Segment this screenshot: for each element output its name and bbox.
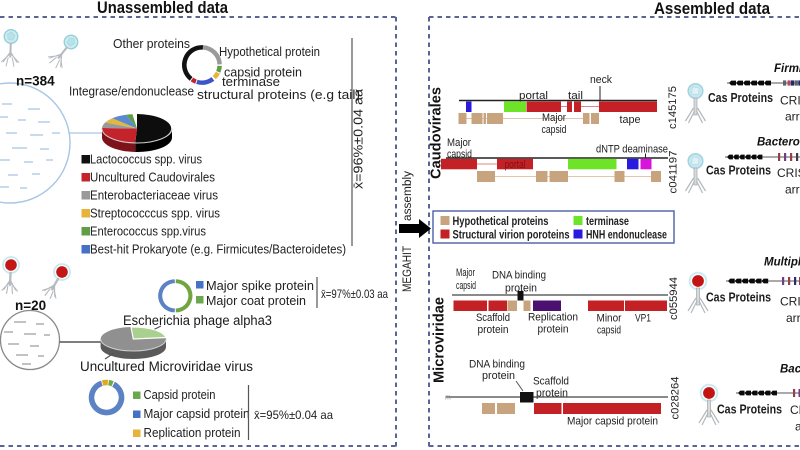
svg-text:Bacteroides: Bacteroides (757, 137, 800, 149)
svg-text:terminase: terminase (222, 75, 280, 89)
svg-text:dNTP deaminase: dNTP deaminase (596, 144, 668, 156)
svg-text:array: array (786, 311, 800, 325)
svg-text:capsid: capsid (542, 124, 567, 136)
svg-text:Major coat protein: Major coat protein (206, 294, 306, 308)
svg-text:Hypothetical protein: Hypothetical protein (219, 45, 320, 59)
svg-text:array: array (795, 420, 800, 434)
svg-text:c028264: c028264 (670, 377, 682, 420)
svg-text:Other proteins: Other proteins (113, 37, 190, 51)
svg-text:protein: protein (478, 324, 509, 336)
svg-text:Uncultured Microviridae virus: Uncultured Microviridae virus (80, 359, 253, 375)
svg-text:tail: tail (568, 90, 583, 102)
svg-text:Cas Proteins: Cas Proteins (706, 164, 771, 178)
svg-text:Major: Major (447, 137, 471, 149)
svg-text:Replication: Replication (528, 312, 578, 324)
svg-text:tape: tape (620, 114, 641, 126)
svg-text:array: array (785, 110, 800, 124)
svg-text:Streptococccus spp. virus: Streptococccus spp. virus (90, 207, 220, 221)
svg-text:c145175: c145175 (667, 86, 679, 129)
svg-text:Major capsid protein: Major capsid protein (144, 407, 250, 421)
svg-text:CRISPR: CRISPR (790, 403, 800, 417)
svg-text:n=384: n=384 (16, 74, 55, 89)
svg-text:assembly: assembly (400, 170, 414, 221)
svg-text:Structural virion poroteins: Structural virion poroteins (453, 228, 570, 242)
svg-text:MEGAHIT: MEGAHIT (400, 246, 414, 292)
svg-text:protein: protein (536, 388, 568, 400)
svg-text:Major: Major (456, 267, 475, 279)
svg-text:CRISPR: CRISPR (777, 166, 800, 180)
svg-text:Lactococcus spp. virus: Lactococcus spp. virus (90, 153, 202, 167)
svg-text:DNA binding: DNA binding (492, 270, 546, 282)
svg-text:Bacteroides: Bacteroides (780, 364, 800, 376)
svg-text:Cas Proteins: Cas Proteins (717, 403, 782, 417)
svg-text:Scaffold: Scaffold (476, 312, 510, 324)
svg-text:Hypothetical proteins: Hypothetical proteins (453, 214, 549, 228)
svg-text:capsid: capsid (597, 325, 621, 337)
svg-text:HNH endonuclease: HNH endonuclease (586, 228, 667, 242)
svg-text:Firmicutes: Firmicutes (774, 63, 800, 75)
svg-text:Major capsid protein: Major capsid protein (567, 416, 658, 428)
svg-text:capsid: capsid (456, 280, 476, 292)
svg-text:Caudovirales: Caudovirales (428, 87, 445, 179)
svg-text:CRISPR: CRISPR (780, 94, 800, 108)
svg-text:array: array (785, 183, 800, 197)
svg-text:Integrase/endonuclease: Integrase/endonuclease (69, 85, 194, 99)
svg-text:Uncultured Caudovirales: Uncultured Caudovirales (90, 171, 215, 185)
svg-text:protein: protein (505, 283, 537, 295)
svg-text:neck: neck (590, 74, 612, 86)
svg-text:Enterobacteriaceae virus: Enterobacteriaceae virus (90, 189, 218, 203)
svg-text:DNA binding: DNA binding (469, 359, 525, 371)
svg-text:terminase: terminase (586, 214, 629, 228)
svg-text:Assembled data: Assembled data (654, 0, 771, 18)
svg-text:Cas Proteins: Cas Proteins (706, 291, 771, 305)
svg-text:structural proteins (e.g tail): structural proteins (e.g tail) (197, 88, 360, 102)
svg-text:c041197: c041197 (668, 151, 680, 194)
svg-text:protein: protein (482, 370, 515, 382)
svg-text:x̄=95%±0.04 aa: x̄=95%±0.04 aa (254, 408, 333, 422)
svg-text:Capsid protein: Capsid protein (144, 388, 216, 402)
svg-text:x̄=96%±0.04 aa: x̄=96%±0.04 aa (352, 89, 366, 189)
svg-text:capsid protein: capsid protein (224, 66, 302, 80)
svg-text:Enterococcus spp.virus: Enterococcus spp.virus (90, 225, 206, 239)
svg-text:Best-hit Prokaryote (e.g. Firm: Best-hit Prokaryote (e.g. Firmicutes/Bac… (90, 243, 346, 257)
svg-text:Replication protein: Replication protein (144, 426, 241, 440)
svg-text:Multiple: Multiple (764, 257, 800, 269)
svg-text:x̄=97%±0.03 aa: x̄=97%±0.03 aa (321, 287, 388, 301)
svg-text:Microviridae: Microviridae (431, 297, 448, 383)
svg-text:Unassembled data: Unassembled data (97, 0, 229, 17)
svg-text:n=20: n=20 (15, 298, 46, 313)
svg-text:Cas Proteins: Cas Proteins (708, 91, 773, 105)
svg-text:portal: portal (519, 90, 548, 102)
svg-text:Scaffold: Scaffold (533, 376, 569, 388)
svg-text:m: m (445, 395, 451, 402)
svg-text:portal: portal (505, 159, 526, 171)
svg-text:Major spike protein: Major spike protein (206, 279, 314, 293)
svg-text:Escherichia phage alpha3: Escherichia phage alpha3 (123, 313, 272, 329)
svg-text:Major: Major (542, 112, 566, 124)
svg-text:c055944: c055944 (668, 277, 680, 320)
svg-text:Minor: Minor (597, 313, 622, 325)
svg-text:protein: protein (538, 324, 569, 336)
svg-text:VP1: VP1 (635, 313, 651, 325)
svg-text:CRISPR: CRISPR (780, 295, 800, 309)
